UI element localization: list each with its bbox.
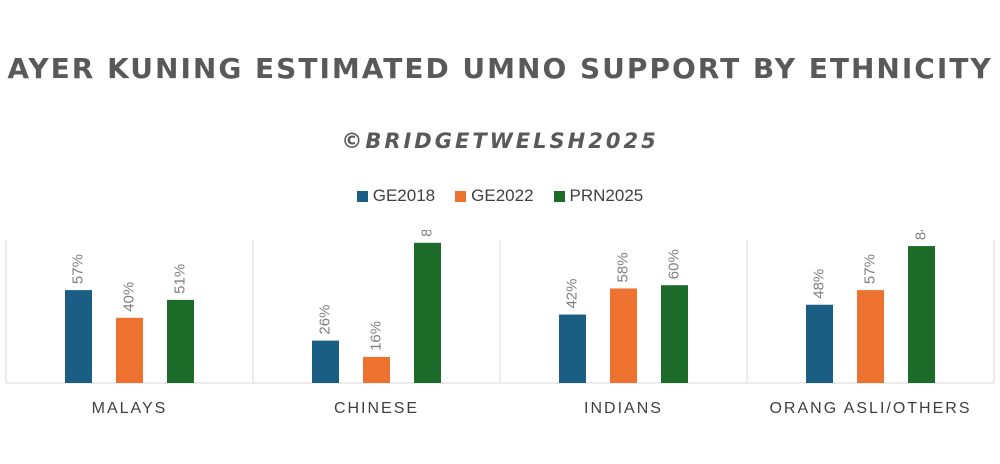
legend-swatch-prn2025 <box>553 190 565 202</box>
bar-ge2018-2 <box>559 314 586 383</box>
category-label: INDIANS <box>584 400 663 417</box>
bar-prn2025-3 <box>908 246 935 383</box>
data-label: 84% <box>912 230 929 240</box>
data-label: 40% <box>120 282 137 312</box>
category-label: ORANG ASLI/OTHERS <box>769 400 971 417</box>
data-label: 57% <box>861 254 878 284</box>
legend-item-prn2025: PRN2025 <box>553 186 644 206</box>
legend-swatch-ge2018 <box>356 190 368 202</box>
category-label: MALAYS <box>92 400 168 417</box>
data-label: 57% <box>69 254 86 284</box>
legend-label-prn2025: PRN2025 <box>569 186 644 205</box>
category-label: CHINESE <box>334 400 419 417</box>
data-label: 58% <box>614 252 631 282</box>
bar-ge2022-0 <box>116 317 143 383</box>
bar-prn2025-2 <box>661 285 688 383</box>
bar-ge2018-3 <box>806 304 833 383</box>
bar-ge2018-0 <box>65 290 92 383</box>
data-label: 86% <box>418 230 435 237</box>
chart-title: AYER KUNING ESTIMATED UMNO SUPPORT BY ET… <box>7 52 993 85</box>
bar-chart: 57% 40% 51% MALAYS 26% 16% 86% CHINESE 42% 58% 60%… <box>5 230 995 417</box>
legend-label-ge2022: GE2022 <box>471 186 534 205</box>
bar-ge2018-1 <box>312 340 339 383</box>
legend-label-ge2018: GE2018 <box>372 186 436 205</box>
legend-swatch-ge2022 <box>455 190 467 202</box>
chart-subtitle: ©BRIDGETWELSH2025 <box>341 129 659 153</box>
bar-ge2022-1 <box>363 356 390 383</box>
legend-item-ge2022: GE2022 <box>455 186 534 206</box>
data-label: 42% <box>563 279 580 309</box>
data-label: 48% <box>810 269 827 299</box>
legend: GE2018 GE2022 PRN2025 <box>0 186 1000 206</box>
bar-prn2025-0 <box>167 299 194 383</box>
data-label: 26% <box>316 305 333 335</box>
bar-prn2025-1 <box>414 242 441 383</box>
data-label: 60% <box>665 249 682 279</box>
data-label: 16% <box>367 321 384 351</box>
data-label: 51% <box>171 264 188 294</box>
legend-item-ge2018: GE2018 <box>356 186 436 206</box>
bar-ge2022-2 <box>610 288 637 383</box>
bar-ge2022-3 <box>857 290 884 383</box>
